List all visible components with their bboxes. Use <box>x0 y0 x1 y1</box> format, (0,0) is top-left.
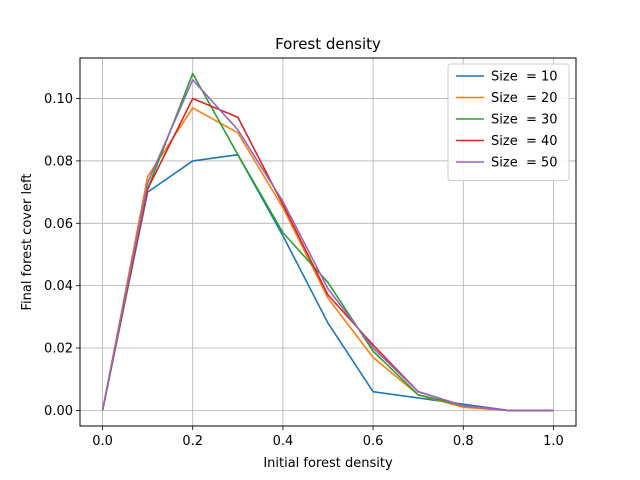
legend: Size = 10 Size = 20 Size = 30 Size = 40 Size… <box>447 63 570 181</box>
y-tick-label: 0.08 <box>44 154 73 169</box>
y-tick-label: 0.04 <box>44 279 73 294</box>
legend-label-1: Size = 10 <box>491 70 558 85</box>
x-tick-label: 1.0 <box>543 434 564 449</box>
chart-title: Forest density <box>275 35 381 53</box>
x-tick-label: 0.4 <box>273 434 294 449</box>
x-tick-label: 0.6 <box>363 434 384 449</box>
y-tick-label: 0.06 <box>44 217 73 232</box>
y-tick-label: 0.02 <box>44 342 73 357</box>
x-tick-label: 0.8 <box>453 434 474 449</box>
series-line-1 <box>101 153 554 412</box>
x-axis-label: Initial forest density <box>263 456 393 471</box>
series-line-2 <box>101 107 554 412</box>
series-line-5 <box>101 79 554 412</box>
legend-label-3: Size = 30 <box>491 113 558 128</box>
y-tick-label: 0.10 <box>44 92 73 107</box>
legend-label-2: Size = 20 <box>491 91 558 106</box>
x-axis-ticks: 0.0 0.2 0.4 0.6 0.8 1.0 <box>92 426 564 449</box>
legend-label-5: Size = 50 <box>491 156 558 171</box>
x-tick-label: 0.0 <box>92 434 113 449</box>
x-tick-label: 0.2 <box>182 434 203 449</box>
y-axis-ticks: 0.00 0.02 0.04 0.06 0.08 0.10 <box>44 92 80 419</box>
legend-box <box>447 63 570 181</box>
y-tick-label: 0.00 <box>44 404 73 419</box>
legend-label-4: Size = 40 <box>491 134 558 149</box>
series-lines <box>101 72 554 412</box>
y-axis-label: Final forest cover left <box>20 173 35 310</box>
plot-frame <box>79 57 577 427</box>
